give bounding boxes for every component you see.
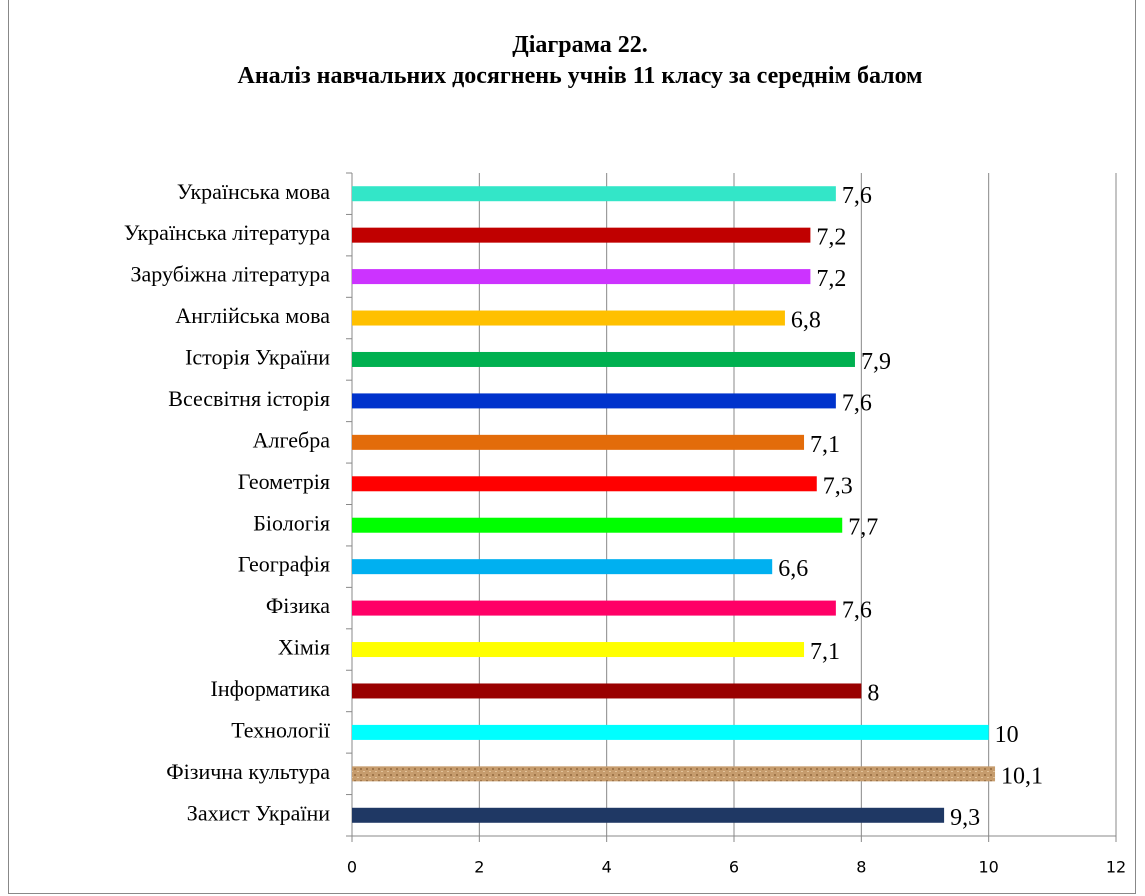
- bar: [352, 351, 855, 367]
- value-label: 7,6: [842, 598, 872, 624]
- bar: [352, 434, 805, 450]
- y-tick-label: Фізична культура: [166, 759, 330, 784]
- bar: [352, 393, 836, 409]
- y-tick-label: Фізика: [266, 593, 330, 618]
- y-tick-label: Українська мова: [177, 179, 330, 204]
- y-tick-label: Англійська мова: [175, 303, 330, 328]
- bar: [352, 517, 843, 533]
- bar: [352, 642, 805, 658]
- bar: [352, 559, 773, 575]
- bar: [352, 600, 836, 616]
- value-label: 7,7: [848, 515, 878, 541]
- bar: [352, 476, 817, 492]
- bar: [352, 227, 811, 243]
- value-label: 10: [995, 722, 1019, 748]
- y-tick-label: Хімія: [278, 635, 330, 660]
- bar: [352, 186, 836, 202]
- value-label: 8: [867, 680, 879, 706]
- y-tick-label: Захист України: [187, 800, 330, 825]
- value-label: 7,6: [842, 183, 872, 209]
- titles: Діаграма 22. Аналіз навчальних досягнень…: [140, 30, 1020, 92]
- x-tick-label: 10: [978, 858, 998, 877]
- bar: [352, 269, 811, 285]
- y-tick-label: Історія України: [185, 345, 330, 370]
- y-tick-label: Алгебра: [253, 427, 331, 452]
- x-tick-label: 12: [1106, 858, 1126, 877]
- value-label: 7,6: [842, 390, 872, 416]
- value-label: 6,6: [778, 556, 808, 582]
- value-label: 7,1: [810, 432, 840, 458]
- y-tick-label: Технології: [231, 717, 331, 742]
- chart-title: Діаграма 22.: [512, 32, 648, 58]
- x-tick-label: 8: [856, 858, 866, 877]
- bar: [352, 766, 996, 782]
- y-tick-label: Всесвітня історія: [168, 386, 330, 411]
- y-tick-label: Географія: [238, 552, 330, 577]
- x-tick-label: 0: [347, 858, 357, 877]
- value-label: 7,9: [861, 349, 891, 375]
- y-tick-label: Геометрія: [238, 469, 330, 494]
- bar: [352, 807, 945, 823]
- y-tick-label: Зарубіжна література: [130, 262, 330, 287]
- y-tick-label: Біологія: [253, 510, 330, 535]
- bar: [352, 310, 785, 326]
- chart-frame: [8, 0, 1136, 894]
- x-tick-label: 6: [729, 858, 739, 877]
- value-label: 6,8: [791, 308, 821, 334]
- value-label: 7,1: [810, 639, 840, 665]
- x-tick-label: 2: [474, 858, 484, 877]
- y-tick-label: Інформатика: [211, 676, 331, 701]
- value-label: 7,3: [823, 473, 853, 499]
- value-label: 9,3: [950, 805, 980, 831]
- value-label: 7,2: [816, 266, 846, 292]
- value-label: 10,1: [1001, 763, 1043, 789]
- bar: [352, 724, 989, 740]
- y-tick-label: Українська література: [124, 220, 330, 245]
- value-label: 7,2: [816, 225, 846, 251]
- x-tick-label: 4: [602, 858, 612, 877]
- bar: [352, 683, 862, 699]
- chart-subtitle: Аналіз навчальних досягнень учнів 11 кла…: [237, 63, 923, 89]
